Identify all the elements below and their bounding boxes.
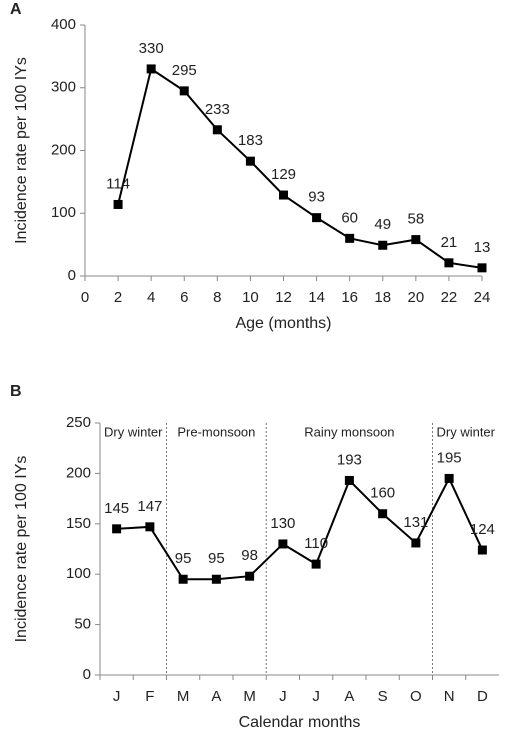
data-point bbox=[444, 473, 454, 483]
panel-label: B bbox=[10, 383, 22, 400]
data-point bbox=[344, 475, 354, 485]
x-tick-label: F bbox=[145, 688, 154, 705]
x-axis-label: Calendar months bbox=[239, 714, 361, 731]
data-label: 110 bbox=[304, 535, 328, 552]
data-point bbox=[245, 156, 255, 166]
data-label: 131 bbox=[403, 514, 428, 531]
x-tick-label: N bbox=[444, 688, 455, 705]
data-label: 58 bbox=[407, 211, 424, 228]
x-tick-label: J bbox=[312, 688, 320, 705]
y-tick-label: 100 bbox=[66, 565, 91, 582]
data-label: 93 bbox=[308, 189, 325, 206]
season-label: Dry winter bbox=[104, 424, 163, 439]
data-point bbox=[311, 559, 321, 569]
y-tick-label: 100 bbox=[51, 204, 76, 221]
y-tick-label: 250 bbox=[66, 414, 91, 431]
y-tick-label: 0 bbox=[83, 666, 91, 683]
x-tick-label: 2 bbox=[114, 289, 122, 306]
x-tick-label: O bbox=[410, 688, 422, 705]
data-label: 295 bbox=[172, 62, 197, 79]
data-point bbox=[477, 545, 487, 555]
data-label: 21 bbox=[441, 234, 458, 251]
data-point bbox=[279, 190, 288, 200]
x-tick-label: 8 bbox=[213, 289, 221, 306]
season-label: Dry winter bbox=[436, 424, 495, 439]
data-label: 183 bbox=[238, 132, 263, 149]
x-tick-label: 16 bbox=[341, 289, 358, 306]
data-line bbox=[117, 67, 483, 269]
x-tick-label: 22 bbox=[441, 289, 458, 306]
data-label: 233 bbox=[205, 101, 230, 118]
data-label: 98 bbox=[241, 547, 258, 564]
x-tick-label: 6 bbox=[180, 289, 188, 306]
data-point bbox=[145, 522, 155, 532]
y-tick-label: 400 bbox=[51, 16, 76, 33]
data-point bbox=[477, 263, 487, 273]
x-tick-label: S bbox=[378, 688, 388, 705]
data-label: 195 bbox=[437, 449, 462, 466]
data-label: 130 bbox=[270, 515, 295, 532]
data-label: 95 bbox=[208, 550, 225, 567]
data-point bbox=[245, 571, 255, 581]
data-label: 114 bbox=[106, 175, 130, 192]
season-label: Pre-monsoon bbox=[177, 424, 255, 439]
y-tick-label: 150 bbox=[66, 515, 91, 532]
season-label: Rainy monsoon bbox=[304, 424, 394, 439]
data-point bbox=[112, 524, 122, 534]
y-axis-label: Incidence rate per 100 IYs bbox=[13, 456, 30, 643]
x-tick-label: M bbox=[243, 688, 256, 705]
data-label: 129 bbox=[271, 166, 296, 183]
data-point bbox=[312, 213, 322, 223]
y-tick-label: 200 bbox=[51, 141, 76, 158]
data-point bbox=[178, 574, 188, 584]
y-tick-label: 300 bbox=[51, 79, 76, 96]
x-tick-label: J bbox=[113, 688, 121, 705]
x-tick-label: 12 bbox=[275, 289, 292, 306]
data-label: 193 bbox=[337, 451, 362, 468]
data-point bbox=[378, 509, 388, 519]
data-point bbox=[411, 235, 421, 245]
data-point bbox=[179, 86, 189, 96]
data-point bbox=[113, 199, 123, 209]
data-label: 147 bbox=[137, 498, 162, 515]
data-label: 124 bbox=[470, 521, 495, 538]
x-tick-label: 10 bbox=[242, 289, 259, 306]
x-tick-label: M bbox=[177, 688, 190, 705]
x-tick-label: D bbox=[477, 688, 488, 705]
data-point bbox=[212, 125, 222, 135]
data-line bbox=[116, 476, 484, 581]
x-tick-label: 4 bbox=[147, 289, 155, 306]
y-tick-label: 0 bbox=[68, 267, 76, 284]
x-tick-label: J bbox=[279, 688, 287, 705]
x-tick-label: A bbox=[344, 688, 354, 705]
data-point bbox=[345, 233, 355, 243]
data-point bbox=[146, 64, 156, 74]
data-label: 330 bbox=[139, 40, 164, 57]
data-point bbox=[378, 240, 388, 250]
y-axis-label: Incidence rate per 100 IYs bbox=[13, 57, 30, 244]
data-point bbox=[278, 539, 288, 549]
data-point bbox=[444, 258, 454, 268]
x-tick-label: 20 bbox=[407, 289, 424, 306]
x-tick-label: 24 bbox=[474, 289, 491, 306]
data-label: 160 bbox=[370, 485, 395, 502]
panel-label: A bbox=[10, 1, 22, 18]
y-tick-label: 200 bbox=[66, 464, 91, 481]
data-label: 60 bbox=[341, 209, 358, 226]
x-tick-label: 18 bbox=[374, 289, 391, 306]
data-label: 95 bbox=[175, 550, 192, 567]
x-tick-label: A bbox=[211, 688, 221, 705]
x-tick-label: 14 bbox=[308, 289, 325, 306]
data-label: 49 bbox=[374, 216, 391, 233]
data-point bbox=[211, 574, 221, 584]
y-tick-label: 50 bbox=[74, 616, 91, 633]
data-point bbox=[411, 538, 421, 548]
data-label: 145 bbox=[104, 500, 129, 517]
data-label: 13 bbox=[474, 239, 491, 256]
x-axis-label: Age (months) bbox=[235, 315, 331, 332]
x-tick-label: 0 bbox=[81, 289, 89, 306]
